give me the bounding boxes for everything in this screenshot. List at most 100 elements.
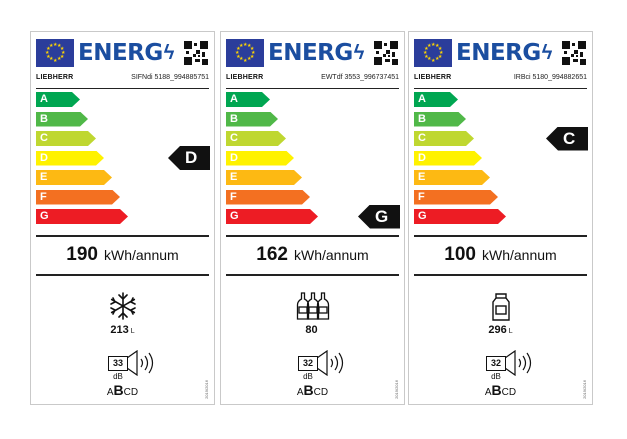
eu-star-icon: ★: [435, 42, 440, 49]
noise-class-scale: ABCD: [221, 382, 404, 398]
compartment-icon-wrap: [31, 290, 214, 322]
energy-bolt-icon: ϟ: [353, 42, 365, 64]
qr-module: [384, 43, 387, 46]
eu-star-icon: ★: [431, 57, 436, 64]
eu-star-icon: ★: [437, 53, 443, 60]
eu-star-icon: ★: [46, 53, 51, 60]
qr-module: [193, 54, 196, 57]
energy-class-letter: B: [40, 112, 48, 125]
energy-class-letter: D: [418, 151, 426, 164]
qr-module: [376, 51, 379, 54]
eu-star-icon: ★: [57, 42, 62, 49]
noise-class-letter: D: [130, 387, 139, 398]
energy-class-letter: C: [418, 132, 426, 144]
qr-module: [374, 57, 382, 65]
eu-star-icon: ★: [59, 53, 65, 60]
energy-class-bar-a: A: [36, 92, 80, 107]
qr-module: [386, 50, 390, 54]
energy-class-bar-g: G: [36, 209, 128, 224]
qr-module: [202, 59, 208, 65]
energy-class-letter: G: [418, 210, 427, 222]
capacity: 296 L: [409, 324, 592, 336]
qr-module: [388, 55, 390, 57]
energy-class-value: G: [375, 206, 389, 226]
supplier-row: LIEBHERR SIFNdi 5188_994885751: [36, 74, 209, 89]
energy-consumption: 190 kWh/annum: [31, 244, 214, 268]
qr-module: [200, 41, 208, 49]
supplier-row: LIEBHERR EWTdf 3553_996737451: [226, 74, 399, 89]
divider: [36, 235, 209, 237]
label-header: ★ ★ ★ ★ ★ ★ ★ ★ ★ ★ ★ ★ ENERG ϟ: [36, 37, 208, 69]
consumption-value: 190: [66, 244, 98, 265]
compartment-icon-wrap: [409, 290, 592, 322]
label-header: ★ ★ ★ ★ ★ ★ ★ ★ ★ ★ ★ ★ ENERG ϟ: [414, 37, 586, 69]
noise-class-scale: ABCD: [409, 382, 592, 398]
milk-carton-icon: [491, 293, 510, 321]
snowflake-icon: [109, 292, 136, 320]
energy-title: ENERG: [268, 40, 353, 66]
eu-star-icon: ★: [53, 57, 58, 64]
divider: [414, 274, 587, 276]
eu-star-icon: ★: [247, 56, 252, 63]
noise-class-letter: D: [508, 387, 517, 398]
qr-module: [578, 41, 586, 49]
capacity-value: 213: [110, 324, 129, 336]
energy-class-indicator: C: [546, 126, 588, 151]
eu-star-icon: ★: [424, 45, 429, 52]
eu-star-icon: ★: [439, 49, 444, 56]
capacity-unit: L: [508, 328, 513, 335]
noise-db-unit: dB: [113, 372, 123, 381]
divider: [36, 274, 209, 276]
noise-emission: 32 dB: [486, 350, 536, 381]
energy-class-value: C: [563, 128, 576, 148]
eu-star-icon: ★: [49, 42, 54, 49]
eu-star-icon: ★: [53, 41, 58, 48]
qr-module: [385, 59, 390, 62]
noise-class-letter: A: [484, 387, 492, 398]
noise-class-scale: ABCD: [31, 382, 214, 398]
energy-class-letter: E: [230, 171, 238, 183]
qr-module: [573, 59, 578, 62]
eu-star-icon: ★: [59, 45, 65, 52]
energy-class-indicator: D: [168, 146, 210, 170]
noise-db-box: 32 dB: [298, 356, 318, 381]
qr-module: [580, 52, 583, 57]
consumption-value: 100: [444, 244, 476, 265]
noise-db-value: 32: [490, 358, 501, 368]
eu-star-icon: ★: [427, 42, 432, 49]
noise-class-letter: C: [313, 387, 321, 398]
label-header: ★ ★ ★ ★ ★ ★ ★ ★ ★ ★ ★ ★ ENERG ϟ: [226, 37, 398, 69]
energy-title: ENERG: [78, 40, 163, 66]
energy-class-letter: C: [40, 132, 48, 144]
eu-flag-icon: ★ ★ ★ ★ ★ ★ ★ ★ ★ ★ ★ ★: [414, 39, 452, 67]
consumption-value: 162: [256, 244, 288, 265]
energy-class-letter: A: [230, 93, 238, 105]
noise-class-letter: B: [491, 382, 502, 398]
energy-consumption: 162 kWh/annum: [221, 244, 404, 268]
eu-star-icon: ★: [437, 45, 443, 52]
energy-bolt-icon: ϟ: [163, 42, 175, 64]
noise-db-box: 33 dB: [108, 356, 128, 381]
energy-class-bar-b: B: [414, 112, 466, 127]
qr-code-icon: [562, 41, 586, 65]
eu-star-icon: ★: [427, 56, 432, 63]
divider: [414, 235, 587, 237]
energy-class-letter: D: [230, 151, 238, 164]
speaker-icon: [505, 350, 532, 376]
consumption-unit: kWh/annum: [482, 247, 557, 263]
energy-class-letter: F: [418, 190, 425, 203]
energy-label: ★ ★ ★ ★ ★ ★ ★ ★ ★ ★ ★ ★ ENERG ϟ LIEBHERR EWTdf 3553_996…: [220, 31, 405, 405]
energy-class-letter: G: [40, 210, 49, 222]
eu-star-icon: ★: [243, 57, 248, 64]
energy-class-letter: B: [230, 112, 238, 125]
noise-db-box: 32 dB: [486, 356, 506, 381]
qr-module: [571, 54, 574, 57]
energy-class-bar-f: F: [226, 190, 310, 205]
consumption-unit: kWh/annum: [104, 247, 179, 263]
energy-title: ENERG: [456, 40, 541, 66]
qr-code-icon: [374, 41, 398, 65]
qr-module: [572, 43, 575, 46]
